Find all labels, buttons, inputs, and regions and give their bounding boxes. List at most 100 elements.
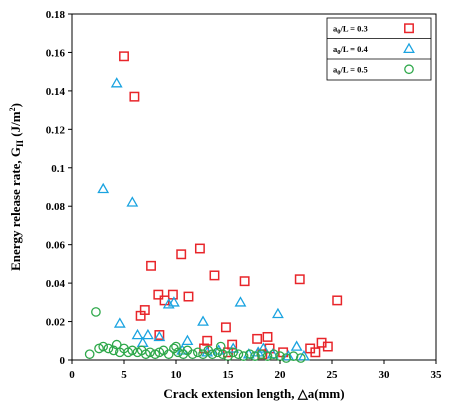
x-tick-label: 5: [121, 369, 127, 381]
data-points: [84, 51, 343, 363]
x-axis: 0 5 10 15 20 25 30 35: [69, 360, 442, 381]
data-point: [234, 296, 247, 307]
y-tick-label: 0.04: [46, 278, 66, 290]
y-axis: 0 0.02 0.04 0.06 0.08 0.1 0.12 0.14 0.16 0.18: [46, 9, 72, 367]
data-point: [294, 274, 305, 285]
legend-label: a0/L = 0.3: [333, 23, 368, 35]
data-point: [187, 349, 198, 360]
data-point: [239, 276, 250, 287]
data-point: [183, 291, 194, 302]
legend: a0/L = 0.3 a0/L = 0.4 a0/L = 0.5: [326, 17, 432, 81]
data-point: [244, 349, 255, 360]
data-point: [262, 351, 273, 362]
data-point: [181, 334, 194, 346]
data-point: [215, 341, 226, 352]
data-point: [167, 296, 180, 307]
y-tick-label: 0.02: [46, 317, 66, 329]
x-tick-label: 35: [431, 369, 443, 381]
data-point: [268, 349, 279, 360]
data-point: [257, 342, 270, 353]
data-point: [281, 353, 292, 363]
data-point: [126, 196, 139, 207]
data-point: [322, 341, 333, 352]
data-point: [233, 349, 244, 360]
data-point: [108, 345, 119, 356]
y-tick-label: 0.06: [46, 240, 66, 252]
data-point: [288, 351, 299, 362]
data-point: [145, 347, 155, 358]
x-tick-label: 15: [223, 369, 235, 381]
series-2: [97, 77, 310, 361]
data-point: [207, 349, 218, 360]
x-tick-label: 10: [171, 369, 183, 381]
data-point: [290, 340, 303, 351]
y-tick-label: 0.12: [46, 124, 66, 136]
data-point: [297, 350, 310, 361]
data-point: [256, 349, 267, 360]
data-point: [163, 349, 174, 360]
data-point: [139, 305, 150, 315]
data-point: [110, 77, 123, 88]
data-point: [262, 331, 273, 342]
data-point: [154, 330, 165, 340]
data-point: [310, 347, 321, 358]
data-point: [194, 243, 205, 254]
data-point: [127, 345, 138, 356]
data-point: [227, 342, 240, 353]
data-point: [332, 295, 343, 306]
legend-label: a0/L = 0.4: [333, 44, 369, 56]
data-point: [146, 260, 156, 271]
data-point: [228, 347, 239, 358]
data-point: [250, 351, 260, 362]
y-tick-label: 0.18: [46, 9, 66, 21]
data-point: [212, 347, 223, 358]
data-point: [84, 349, 95, 360]
y-axis-title-sup: 2: [8, 107, 17, 111]
y-axis-title-unit: (J/m: [8, 111, 23, 140]
y-tick-label: 0.08: [46, 201, 66, 213]
data-point: [295, 353, 306, 363]
data-point: [238, 351, 249, 362]
y-axis-title-main: Energy release rate, G: [8, 147, 23, 271]
legend-label: a0/L = 0.5: [333, 64, 368, 76]
data-point: [97, 182, 110, 194]
y-tick-label: 0.1: [51, 163, 65, 175]
data-point: [131, 328, 144, 340]
data-point: [113, 317, 126, 328]
data-point: [153, 289, 164, 300]
data-point: [129, 91, 140, 102]
x-axis-title: Crack extension length, △a(mm): [163, 386, 344, 401]
data-point: [176, 249, 187, 260]
data-point: [271, 307, 284, 319]
y-tick-label: 0: [60, 355, 66, 367]
y-axis-title-close: ): [8, 103, 23, 107]
legend-marker: [404, 64, 414, 75]
data-point: [209, 270, 220, 281]
y-tick-label: 0.16: [46, 47, 66, 59]
data-point: [141, 328, 154, 340]
legend-marker: [404, 23, 414, 34]
y-axis-title-sub: II: [15, 139, 25, 147]
data-point: [91, 307, 101, 317]
x-tick-label: 20: [275, 369, 287, 381]
data-point: [103, 343, 114, 354]
data-point: [173, 347, 183, 358]
data-point: [153, 330, 166, 342]
x-tick-label: 30: [379, 369, 391, 381]
data-point: [171, 341, 181, 352]
data-point: [98, 341, 109, 352]
data-point: [252, 333, 263, 344]
x-tick-label: 25: [327, 369, 339, 381]
data-point: [192, 347, 203, 358]
y-tick-label: 0.14: [46, 86, 66, 98]
legend-marker: [403, 42, 415, 53]
data-point: [282, 350, 295, 361]
data-point: [202, 335, 213, 346]
data-point: [197, 315, 209, 326]
y-axis-title: Energy release rate, GII (J/m2): [8, 103, 25, 271]
series-1: [119, 51, 343, 360]
data-point: [119, 51, 129, 62]
data-point: [220, 322, 231, 333]
series-3: [84, 307, 306, 363]
